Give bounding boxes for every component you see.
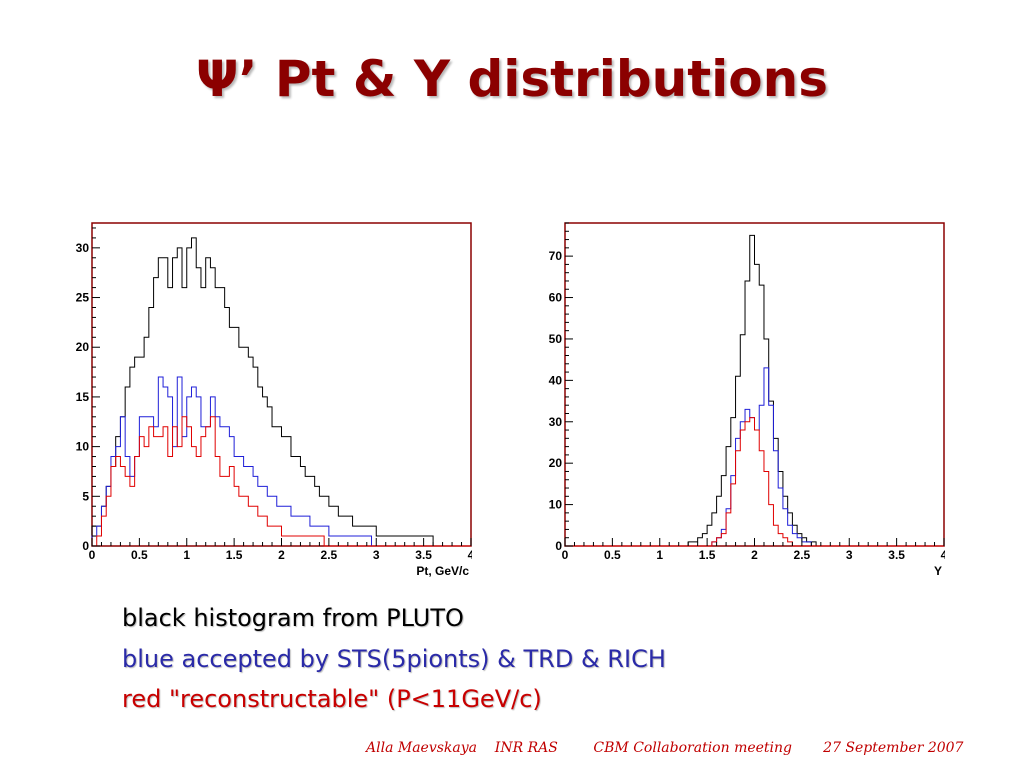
x-tick-label: 1.5 [226, 548, 243, 562]
y-tick-label: 10 [76, 440, 90, 454]
x-tick-label: 4 [941, 548, 945, 562]
x-tick-label: 0.5 [604, 548, 621, 562]
x-tick-label: 0.5 [131, 548, 148, 562]
plot-frame [91, 222, 472, 547]
y-tick-label: 15 [76, 390, 90, 404]
y-tick-label: 5 [82, 489, 89, 503]
rapidity-histogram: 0 0.5 1 1.5 2 2.5 3 3.5 4 0 10 20 30 40 50 60 70 Y [545, 218, 948, 590]
y-tick-label: 10 [549, 498, 563, 512]
y-tick-label: 20 [76, 340, 90, 354]
legend-blue-text: blue accepted by STS(5pionts) & TRD & RI… [122, 645, 666, 673]
pt-histogram: 0 0.5 1 1.5 2 2.5 3 3.5 4 0 5 10 15 20 25 30 Pt, GeV/c [72, 218, 475, 590]
x-tick-label: 3 [846, 548, 853, 562]
y-tick-label: 60 [549, 291, 563, 305]
x-tick-label: 3.5 [888, 548, 905, 562]
y-tick-label: 50 [549, 332, 563, 346]
y-tick-label: 30 [549, 415, 563, 429]
y-tick-label: 0 [555, 539, 562, 553]
x-tick-label: 0 [89, 548, 96, 562]
series-red-histogram [565, 417, 944, 547]
y-tick-label: 20 [549, 456, 563, 470]
y-tick-label: 0 [82, 539, 89, 553]
y-tick-label: 25 [76, 291, 90, 305]
x-axis-label: Pt, GeV/c [416, 564, 469, 578]
plot-frame [564, 222, 945, 547]
x-tick-label: 3 [373, 548, 380, 562]
series-black-histogram [91, 237, 471, 547]
x-tick-label: 0 [562, 548, 569, 562]
x-axis-label: Y [934, 564, 942, 578]
legend-red-text: red "reconstructable" (P<11GeV/c) [122, 685, 542, 713]
slide-footer: Alla Maevskaya INR RAS CBM Collaboration… [366, 740, 964, 756]
x-tick-label: 2 [751, 548, 758, 562]
x-tick-label: 3.5 [415, 548, 432, 562]
x-tick-label: 2 [278, 548, 285, 562]
x-tick-label: 1 [656, 548, 663, 562]
x-tick-label: 2.5 [794, 548, 811, 562]
x-tick-label: 1.5 [699, 548, 716, 562]
legend-black-text: black histogram from PLUTO [122, 604, 464, 632]
y-tick-label: 30 [76, 241, 90, 255]
series-red-histogram [92, 416, 471, 547]
slide-title: Ψ’ Pt & Y distributions [196, 50, 828, 108]
chart-svg: 0 0.5 1 1.5 2 2.5 3 3.5 4 0 5 10 15 20 25 30 Pt, GeV/c [76, 222, 475, 578]
x-tick-label: 2.5 [321, 548, 338, 562]
y-tick-label: 70 [549, 249, 563, 263]
y-tick-label: 40 [549, 373, 563, 387]
x-tick-label: 4 [468, 548, 472, 562]
x-tick-label: 1 [183, 548, 190, 562]
